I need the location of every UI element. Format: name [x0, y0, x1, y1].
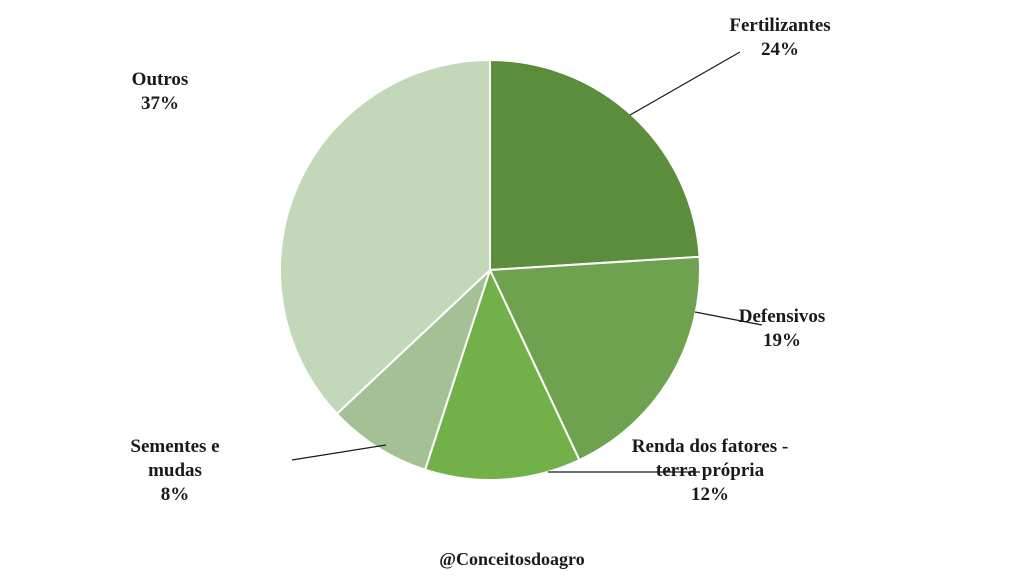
slice-label: Renda dos fatores - terra própria 12%	[632, 435, 788, 506]
slice-label: Outros 37%	[132, 68, 189, 116]
pie-slice	[490, 60, 700, 270]
pie-chart-container: Fertilizantes 24% Defensivos 19% Renda dos…	[0, 0, 1024, 576]
leader-line	[292, 445, 386, 460]
leader-line	[630, 52, 740, 115]
slice-label: Fertilizantes 24%	[729, 14, 830, 62]
slice-label: Defensivos 19%	[739, 305, 826, 353]
slice-label: Sementes e mudas 8%	[130, 435, 219, 506]
footer-text: @Conceitosdoagro	[439, 549, 584, 569]
chart-footer: @Conceitosdoagro	[0, 549, 1024, 570]
